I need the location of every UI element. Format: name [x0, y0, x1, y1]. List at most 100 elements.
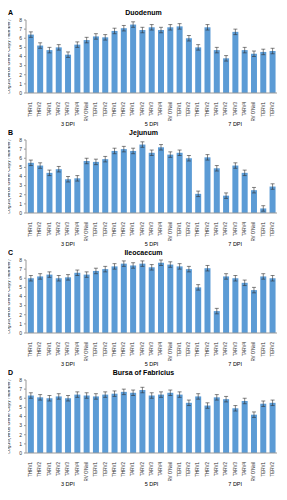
svg-text:7: 7	[19, 386, 22, 392]
svg-text:THRV2: THRV2	[37, 342, 42, 357]
svg-text:8: 8	[19, 17, 22, 23]
svg-text:THRV1: THRV1	[195, 102, 200, 117]
svg-text:TARV4: TARV4	[158, 222, 163, 237]
svg-text:TERV2: TERV2	[270, 342, 275, 357]
svg-text:TARV3: TARV3	[233, 462, 238, 477]
svg-text:TARV O'Neil: TARV O'Neil	[84, 222, 89, 241]
svg-text:THRV1: THRV1	[112, 102, 117, 117]
svg-text:TARV4: TARV4	[242, 342, 247, 357]
svg-text:7: 7	[19, 26, 22, 32]
svg-text:THRV1: THRV1	[112, 462, 117, 477]
svg-text:Log10(Virus Gene Copy Number): Log10(Virus Gene Copy Number)	[8, 19, 11, 94]
svg-text:TARV1: TARV1	[47, 222, 52, 237]
svg-text:TARV3: TARV3	[149, 102, 154, 117]
svg-text:TARV2: TARV2	[140, 222, 145, 237]
svg-text:6: 6	[19, 275, 22, 281]
svg-text:TARV4: TARV4	[158, 102, 163, 117]
svg-text:3: 3	[19, 62, 22, 68]
svg-text:TARV1: TARV1	[130, 102, 135, 117]
svg-text:THRV1: THRV1	[28, 342, 33, 357]
svg-text:TERV2: TERV2	[186, 222, 191, 237]
svg-text:TARV4: TARV4	[75, 342, 80, 357]
svg-text:2: 2	[19, 192, 22, 198]
svg-text:TERV1: TERV1	[261, 222, 266, 237]
svg-text:THRV2: THRV2	[37, 462, 42, 477]
svg-text:TERV1: TERV1	[261, 102, 266, 117]
svg-text:TARV1: TARV1	[130, 342, 135, 357]
svg-text:Log10(Virus Gene Copy Number): Log10(Virus Gene Copy Number)	[8, 139, 11, 214]
svg-text:THRV2: THRV2	[121, 102, 126, 117]
svg-text:THRV1: THRV1	[112, 222, 117, 237]
svg-text:TARV1: TARV1	[214, 222, 219, 237]
svg-text:TERV1: TERV1	[177, 222, 182, 237]
svg-text:TARV2: TARV2	[223, 342, 228, 357]
svg-text:THRV1: THRV1	[195, 342, 200, 357]
svg-text:1: 1	[19, 201, 22, 207]
svg-text:2: 2	[19, 72, 22, 78]
svg-text:TERV2: TERV2	[270, 102, 275, 117]
svg-text:THRV2: THRV2	[121, 462, 126, 477]
svg-text:TARV2: TARV2	[223, 102, 228, 117]
svg-text:TARV4: TARV4	[158, 462, 163, 477]
svg-text:4: 4	[19, 53, 22, 59]
svg-text:TARV2: TARV2	[56, 102, 61, 117]
svg-text:TARV3: TARV3	[233, 102, 238, 117]
svg-text:4: 4	[19, 173, 22, 179]
svg-text:TERV2: TERV2	[103, 222, 108, 237]
svg-text:3: 3	[19, 422, 22, 428]
svg-text:TARV O'Neil: TARV O'Neil	[168, 102, 173, 121]
svg-text:4: 4	[19, 413, 22, 419]
svg-text:TERV2: TERV2	[103, 102, 108, 117]
svg-text:TERV1: TERV1	[177, 102, 182, 117]
svg-text:THRV1: THRV1	[28, 462, 33, 477]
svg-text:TARV O'Neil: TARV O'Neil	[251, 222, 256, 241]
svg-text:TARV O'Neil: TARV O'Neil	[84, 342, 89, 361]
svg-text:THRV2: THRV2	[205, 222, 210, 237]
svg-text:TARV2: TARV2	[223, 222, 228, 237]
svg-text:TARV O'Neil: TARV O'Neil	[168, 462, 173, 481]
svg-text:TARV4: TARV4	[242, 222, 247, 237]
svg-text:6: 6	[19, 395, 22, 401]
svg-text:2: 2	[19, 432, 22, 438]
svg-text:TARV O'Neil: TARV O'Neil	[168, 222, 173, 241]
svg-text:5: 5	[19, 164, 22, 170]
svg-text:TARV2: TARV2	[140, 342, 145, 357]
svg-text:TERV2: TERV2	[270, 222, 275, 237]
svg-text:3: 3	[19, 302, 22, 308]
svg-text:8: 8	[19, 137, 22, 143]
svg-text:TARV4: TARV4	[242, 462, 247, 477]
svg-text:8: 8	[19, 377, 22, 383]
svg-text:TARV O'Neil: TARV O'Neil	[251, 102, 256, 121]
svg-text:TARV O'Neil: TARV O'Neil	[251, 462, 256, 481]
svg-text:TERV2: TERV2	[186, 342, 191, 357]
svg-text:TERV2: TERV2	[103, 342, 108, 357]
svg-text:TARV1: TARV1	[130, 222, 135, 237]
svg-text:THRV2: THRV2	[37, 222, 42, 237]
svg-text:TARV3: TARV3	[233, 342, 238, 357]
svg-text:THRV2: THRV2	[37, 102, 42, 117]
svg-text:TARV2: TARV2	[140, 462, 145, 477]
svg-text:TERV2: TERV2	[186, 462, 191, 477]
svg-text:TARV1: TARV1	[214, 102, 219, 117]
svg-text:1: 1	[19, 321, 22, 327]
svg-text:TARV O'Neil: TARV O'Neil	[251, 342, 256, 361]
svg-text:THRV1: THRV1	[195, 462, 200, 477]
svg-text:6: 6	[19, 35, 22, 41]
svg-text:TARV2: TARV2	[56, 462, 61, 477]
svg-text:TERV1: TERV1	[93, 102, 98, 117]
svg-text:TARV3: TARV3	[233, 222, 238, 237]
svg-text:THRV1: THRV1	[112, 342, 117, 357]
svg-text:TERV2: TERV2	[103, 462, 108, 477]
svg-text:4: 4	[19, 293, 22, 299]
svg-text:TERV1: TERV1	[177, 462, 182, 477]
svg-text:THRV1: THRV1	[28, 102, 33, 117]
svg-text:TARV4: TARV4	[75, 102, 80, 117]
svg-text:TARV O'Neil: TARV O'Neil	[168, 342, 173, 361]
svg-text:THRV2: THRV2	[205, 462, 210, 477]
svg-text:TARV2: TARV2	[223, 462, 228, 477]
svg-text:TARV3: TARV3	[65, 462, 70, 477]
svg-text:TARV1: TARV1	[47, 342, 52, 357]
svg-text:THRV1: THRV1	[195, 222, 200, 237]
svg-text:TARV3: TARV3	[149, 222, 154, 237]
svg-text:TERV2: TERV2	[270, 462, 275, 477]
